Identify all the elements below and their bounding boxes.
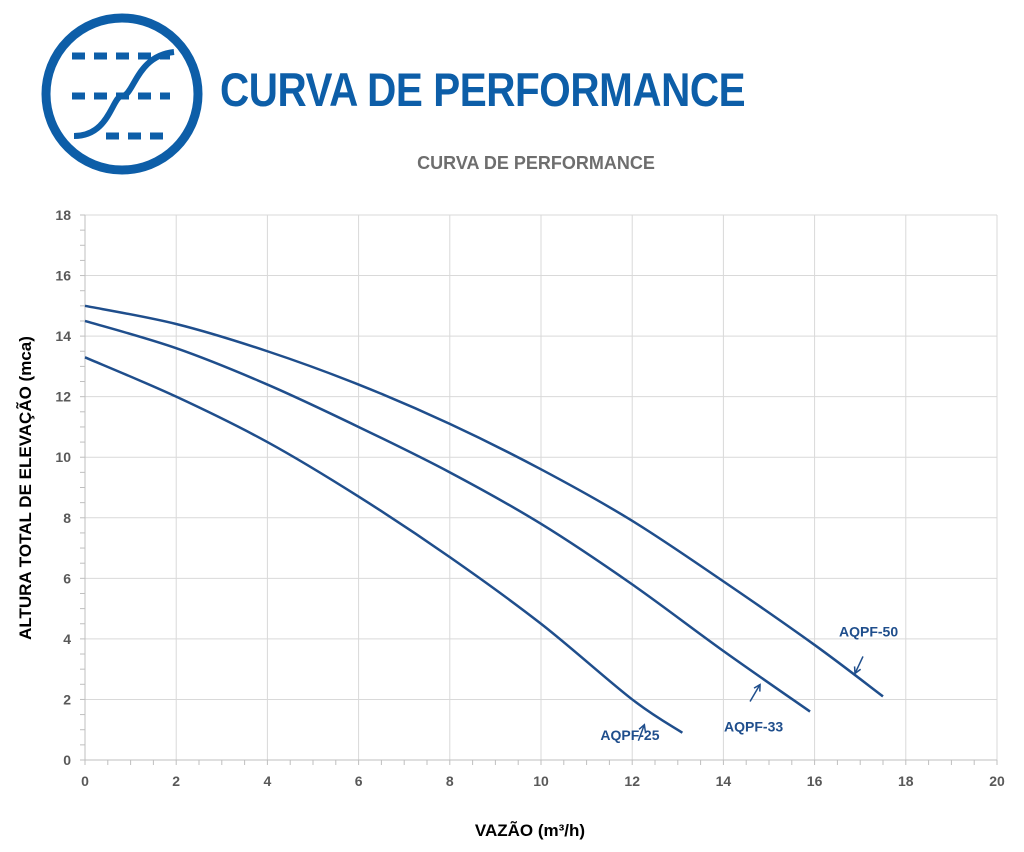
- series-line-aqpf-25: [84, 356, 684, 734]
- y-tick-label: 0: [63, 752, 71, 768]
- series-label: AQPF-33: [724, 719, 783, 735]
- chart-title: CURVA DE PERFORMANCE: [417, 153, 655, 173]
- y-tick-label: 18: [55, 207, 71, 223]
- series-label-arrowhead: [753, 683, 761, 692]
- x-tick-label: 6: [355, 773, 363, 789]
- y-tick-label: 14: [55, 328, 71, 344]
- y-tick-label: 2: [63, 691, 71, 707]
- series-labels: AQPF-25 AQPF-33 AQPF-50: [600, 623, 898, 742]
- y-tick-label: 12: [55, 389, 71, 405]
- y-tick-label: 16: [55, 268, 71, 284]
- x-tick-label: 16: [807, 773, 823, 789]
- x-tick-label: 10: [533, 773, 549, 789]
- series-label-arrow: [854, 656, 864, 674]
- chart-grid: [84, 214, 998, 761]
- series-label: AQPF-50: [839, 623, 898, 639]
- series-label-arrowhead: [853, 666, 862, 675]
- x-tick-label: 12: [624, 773, 640, 789]
- y-tick-label: 8: [63, 510, 71, 526]
- x-tick-label: 8: [446, 773, 454, 789]
- header: CURVA DE PERFORMANCE CURVA DE PERFORMANC…: [0, 0, 1024, 190]
- minor-ticks: [80, 214, 998, 765]
- series-line-aqpf-33: [84, 319, 811, 713]
- brand-title: CURVA DE PERFORMANCE: [220, 63, 746, 116]
- y-axis-label: ALTURA TOTAL DE ELEVAÇÃO (mca): [15, 336, 35, 640]
- x-tick-label: 2: [172, 773, 180, 789]
- x-tick-label: 14: [716, 773, 732, 789]
- series-label-arrowhead: [638, 723, 647, 732]
- y-tick-labels: 0 2 4 6 8 10 12 14 16 18: [55, 207, 71, 768]
- x-axis-label: VAZÃO (m³/h): [475, 820, 585, 840]
- y-tick-label: 6: [63, 570, 71, 586]
- series-line-aqpf-50: [84, 304, 884, 698]
- series-label-arrow: [637, 724, 646, 742]
- x-tick-label: 4: [264, 773, 272, 789]
- series-label-arrow: [749, 684, 761, 702]
- x-tick-label: 18: [898, 773, 914, 789]
- y-tick-label: 10: [55, 449, 71, 465]
- x-tick-label: 0: [81, 773, 89, 789]
- x-tick-label: 20: [989, 773, 1005, 789]
- x-tick-labels: 0 2 4 6 8 10 12 14 16 18 20: [81, 773, 1005, 789]
- series-lines: [84, 304, 884, 734]
- y-tick-label: 4: [63, 631, 71, 647]
- series-label: AQPF-25: [600, 727, 659, 743]
- performance-curve-icon: [41, 13, 203, 175]
